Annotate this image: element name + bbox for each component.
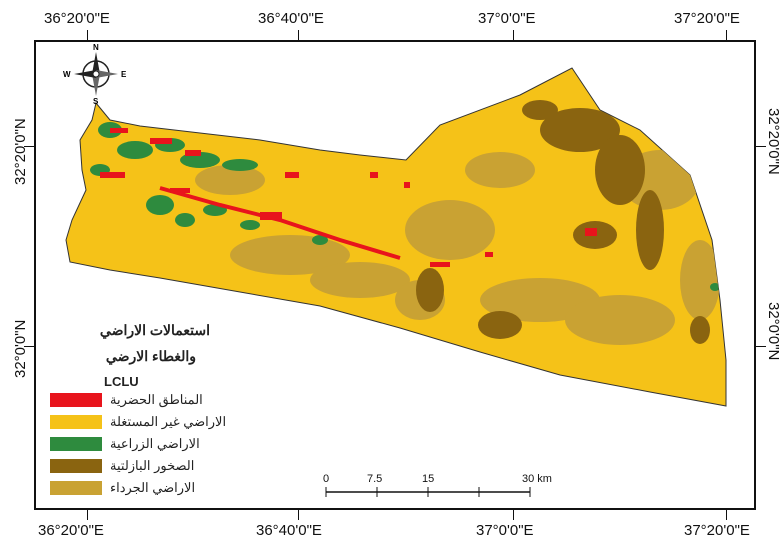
legend-swatch [50,481,102,495]
urban-patch [430,262,450,267]
agricultural-patch [175,213,195,227]
urban-patch [110,128,128,133]
north-arrow: N S E W [63,43,127,106]
graticule-tick [298,30,299,40]
legend-title-line2: والغطاء الارضي [105,348,196,364]
basalt-patch [416,268,444,312]
basalt-patch [690,316,710,344]
legend-heading: LCLU [104,374,139,389]
legend-label: الصخور البازلتية [110,458,195,473]
legend-swatch [50,437,102,451]
urban-patch [370,172,378,178]
top-longitude-label: 37°0'0"E [478,10,536,27]
graticule-tick [24,346,34,347]
agricultural-patch [146,195,174,215]
scale-label: 7.5 [367,473,383,485]
legend-item-basalt: الصخور البازلتية [50,458,250,474]
barren-patch [680,240,720,320]
barren-patch [310,262,410,298]
compass-n-label: N [93,43,99,52]
graticule-tick [756,346,766,347]
agricultural-patch [117,141,153,159]
top-longitude-label: 36°40'0"E [258,10,324,27]
barren-patch [465,152,535,188]
barren-land-layer [195,150,720,345]
graticule-tick [298,510,299,520]
urban-patch [170,188,190,193]
bottom-longitude-label: 37°20'0"E [684,522,750,539]
agricultural-patch [312,235,328,245]
graticule-tick [513,510,514,520]
bottom-longitude-label: 36°40'0"E [256,522,322,539]
urban-patch [485,252,493,257]
legend-title-line1: استعمالات الاراضي [99,322,210,338]
basalt-patch [478,311,522,339]
compass-e-label: E [121,70,127,79]
compass-needle-west [74,70,96,78]
urban-patch [585,228,597,236]
graticule-tick [726,30,727,40]
graticule-tick [726,510,727,520]
graticule-tick [87,510,88,520]
basalt-patch [636,190,664,270]
graticule-tick [756,146,766,147]
compass-s-label: S [93,97,99,106]
bottom-longitude-label: 36°20'0"E [38,522,104,539]
basalt-patch [522,100,558,120]
urban-patch [185,150,201,156]
agricultural-patch [710,283,720,291]
region-outline [65,67,727,407]
barren-patch [195,165,265,195]
legend-label: الاراضي غير المستغلة [110,414,227,429]
agricultural-patch [222,159,258,171]
legend-label: الاراضي الجرداء [110,480,196,495]
graticule-tick [24,146,34,147]
legend-swatch [50,415,102,429]
scale-bar [325,487,531,497]
basalt-patch [540,108,620,152]
compass-w-label: W [63,70,71,79]
legend-label: المناطق الحضرية [110,392,203,407]
top-longitude-label: 36°20'0"E [44,10,110,27]
urban-patch [150,138,172,144]
barren-patch [405,200,495,260]
bottom-longitude-label: 37°0'0"E [476,522,534,539]
scale-label: 30 km [522,473,552,485]
legend-label: الاراضي الزراعية [110,436,200,451]
legend-swatch [50,393,102,407]
compass-needle-north [92,52,100,74]
scale-label: 0 [323,473,330,485]
legend-item-urban: المناطق الحضرية [50,392,250,408]
compass-needle-south [92,74,100,96]
barren-patch [565,295,675,345]
basalt-layer [416,100,710,344]
urban-patch [100,172,125,178]
graticule-tick [87,30,88,40]
urban-corridor [159,186,401,260]
agricultural-patch [240,220,260,230]
top-longitude-label: 37°20'0"E [674,10,740,27]
urban-patch [285,172,299,178]
legend-item-agricultural: الاراضي الزراعية [50,436,250,452]
compass-needle-east [96,70,118,78]
scale-label: 15 [422,473,435,485]
legend-item-unused: الاراضي غير المستغلة [50,414,250,430]
urban-patch [404,182,410,188]
legend-swatch [50,459,102,473]
basalt-patch [595,135,645,205]
compass-center [92,70,100,78]
legend-item-barren: الاراضي الجرداء [50,480,250,496]
graticule-tick [513,30,514,40]
